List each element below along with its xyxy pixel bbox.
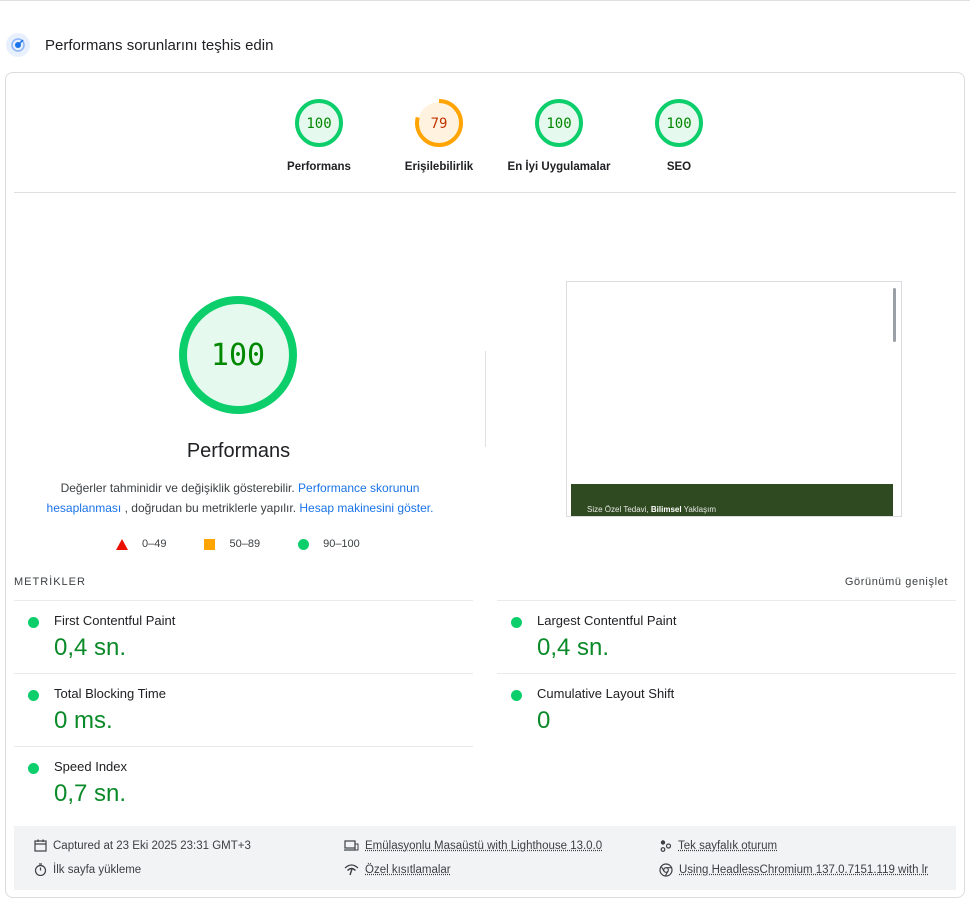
- legend-pass-label: 90–100: [323, 538, 360, 550]
- gauge-best-practices-ring: 100: [535, 99, 583, 147]
- gauge-best-practices-score: 100: [546, 116, 571, 132]
- expand-view-toggle[interactable]: Görünümü genişlet: [844, 576, 948, 588]
- metric-si: Speed Index 0,7 sn.: [14, 746, 473, 819]
- gauge-seo[interactable]: 100 SEO: [619, 97, 739, 173]
- metric-title: Largest Contentful Paint: [537, 613, 677, 628]
- pass-dot-icon: [511, 690, 522, 701]
- metric-lcp: Largest Contentful Paint 0,4 sn.: [497, 600, 956, 673]
- gauge-accessibility-label: Erişilebilirlik: [404, 161, 474, 173]
- metric-title: Cumulative Layout Shift: [537, 686, 675, 701]
- performance-title: Performans: [186, 440, 291, 462]
- legend-average: 50–89: [204, 538, 260, 550]
- footer-captured: Captured at 23 Eki 2025 23:31 GMT+3: [34, 839, 251, 852]
- stopwatch-icon: [34, 863, 47, 876]
- score-legend: 0–49 50–89 90–100: [116, 538, 398, 550]
- screenshot-hero-text: Size Özel Tedavi, Bilimsel Yaklaşım: [587, 505, 716, 514]
- metric-cls: Cumulative Layout Shift 0: [497, 673, 956, 746]
- metric-value: 0,4 sn.: [54, 634, 127, 661]
- category-gauges: 100 Performans 79 Erişilebilirlik 100 En…: [259, 97, 739, 173]
- performance-description: Değerler tahminidir ve değişiklik göster…: [30, 478, 450, 518]
- legend-average-label: 50–89: [229, 538, 261, 550]
- captured-text: Captured at 23 Eki 2025 23:31 GMT+3: [53, 839, 251, 852]
- screenshot-scrollbar: [893, 288, 896, 342]
- footer-page-load: İlk sayfa yükleme: [34, 863, 141, 876]
- hero-text-pre: Size Özel Tedavi,: [587, 505, 649, 514]
- emulation-text: Emülasyonlu Masaüstü with Lighthouse 13.…: [365, 839, 603, 852]
- gauge-best-practices[interactable]: 100 En İyi Uygulamalar: [499, 97, 619, 173]
- session-text: Tek sayfalık oturum: [678, 839, 778, 852]
- pass-dot-icon: [28, 690, 39, 701]
- metric-title: First Contentful Paint: [54, 613, 176, 628]
- hero-text-bold: Bilimsel: [650, 505, 682, 514]
- gauge-accessibility-ring: 79: [415, 99, 463, 147]
- metric-tbt: Total Blocking Time 0 ms.: [14, 673, 473, 746]
- footer-session[interactable]: Tek sayfalık oturum: [659, 839, 777, 852]
- metric-value: 0 ms.: [54, 707, 113, 734]
- pass-dot-icon: [28, 763, 39, 774]
- footer-emulation[interactable]: Emülasyonlu Masaüstü with Lighthouse 13.…: [344, 839, 602, 852]
- gauge-performance-label: Performans: [287, 161, 351, 173]
- report-card: 100 Performans 79 Erişilebilirlik 100 En…: [5, 72, 965, 898]
- page-screenshot-thumbnail[interactable]: Size Özel Tedavi, Bilimsel Yaklaşım: [566, 281, 902, 517]
- pass-circle-icon: [298, 538, 310, 550]
- legend-pass: 90–100: [298, 538, 360, 550]
- screenshot-hero-band: Size Özel Tedavi, Bilimsel Yaklaşım: [571, 484, 893, 516]
- description-text-2: , doğrudan bu metriklerle yapılır.: [124, 501, 297, 515]
- gauge-seo-ring: 100: [655, 99, 703, 147]
- legend-fail: 0–49: [116, 538, 166, 550]
- section-title: Performans sorunlarını teşhis edin: [45, 36, 274, 54]
- vertical-divider: [485, 351, 486, 447]
- metric-value: 0,7 sn.: [54, 780, 127, 807]
- network-throttle-icon: [344, 864, 359, 876]
- gauge-accessibility[interactable]: 79 Erişilebilirlik: [379, 97, 499, 173]
- calendar-icon: [34, 839, 47, 852]
- footer-throttling[interactable]: Özel kısıtlamalar: [344, 863, 451, 876]
- hero-text-post: Yaklaşım: [683, 505, 716, 514]
- footer-browser[interactable]: Using HeadlessChromium 137.0.7151.119 wi…: [659, 863, 928, 877]
- runtime-settings-footer: Captured at 23 Eki 2025 23:31 GMT+3 İlk …: [14, 826, 956, 890]
- score-calculation-link[interactable]: Performance skorunun hesaplanması: [46, 481, 420, 515]
- top-divider: [0, 0, 970, 1]
- gauge-icon: [6, 33, 30, 57]
- metric-value: 0: [537, 707, 551, 734]
- gauges-divider: [14, 192, 956, 193]
- gauge-performance-score: 100: [306, 116, 331, 132]
- description-text-1: Değerler tahminidir ve değişiklik göster…: [60, 481, 295, 495]
- calculator-link[interactable]: Hesap makinesini göster.: [299, 501, 434, 515]
- metrics-heading: METRİKLER: [14, 576, 86, 588]
- desktop-device-icon: [344, 840, 359, 851]
- metric-title: Total Blocking Time: [54, 686, 166, 701]
- gauge-accessibility-score: 79: [431, 116, 448, 132]
- metric-fcp: First Contentful Paint 0,4 sn.: [14, 600, 473, 673]
- chrome-icon: [659, 863, 673, 877]
- pass-dot-icon: [28, 617, 39, 628]
- metric-title: Speed Index: [54, 759, 128, 774]
- fail-triangle-icon: [116, 538, 128, 550]
- session-icon: [660, 840, 672, 852]
- section-header: Performans sorunlarını teşhis edin: [6, 32, 273, 58]
- legend-fail-label: 0–49: [142, 538, 167, 550]
- throttling-text: Özel kısıtlamalar: [365, 863, 451, 876]
- average-square-icon: [204, 538, 216, 550]
- gauge-seo-label: SEO: [666, 161, 692, 173]
- gauge-performance[interactable]: 100 Performans: [259, 97, 379, 173]
- performance-score: 100: [211, 338, 265, 373]
- gauge-performance-ring: 100: [295, 99, 343, 147]
- gauge-seo-score: 100: [666, 116, 691, 132]
- browser-text: Using HeadlessChromium 137.0.7151.119 wi…: [679, 864, 929, 876]
- metric-value: 0,4 sn.: [537, 634, 610, 661]
- page-load-text: İlk sayfa yükleme: [53, 863, 142, 876]
- performance-gauge: 100: [176, 293, 300, 422]
- pass-dot-icon: [511, 617, 522, 628]
- gauge-best-practices-label: En İyi Uygulamalar: [507, 161, 611, 173]
